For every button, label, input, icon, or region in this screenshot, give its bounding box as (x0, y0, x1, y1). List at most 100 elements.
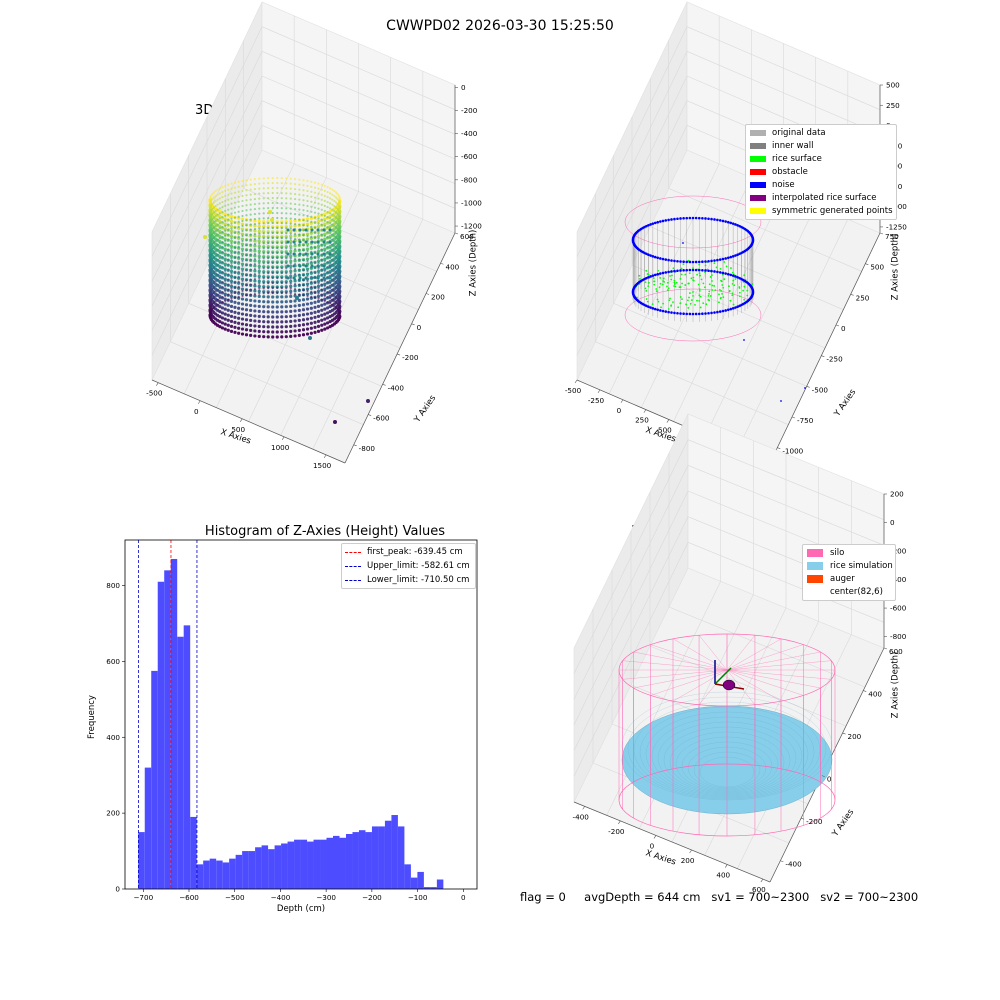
raw-point (223, 217, 227, 221)
x-tick (760, 878, 764, 883)
raw-point (240, 222, 245, 226)
raw-point (293, 324, 297, 328)
raw-point (284, 310, 288, 314)
y-tick-label: -200 (806, 817, 823, 826)
raw-point (328, 225, 332, 229)
raw-point (229, 309, 234, 313)
raw-point (237, 326, 241, 330)
raw-point (328, 295, 332, 299)
raw-point (305, 257, 310, 261)
y-tick-label: 200 (848, 732, 862, 741)
raw-point (325, 316, 330, 320)
raw-point (257, 319, 261, 323)
raw-point (271, 330, 275, 334)
raw-point (328, 270, 332, 274)
raw-point (309, 326, 313, 330)
raw-point (257, 264, 261, 268)
raw-point (262, 270, 266, 274)
raw-point (284, 325, 288, 329)
raw-point (240, 217, 245, 221)
raw-point (237, 331, 241, 335)
raw-point (297, 323, 301, 327)
x-tick (582, 806, 585, 810)
raw-point (280, 320, 284, 324)
raw-point (289, 259, 293, 263)
raw-point (323, 312, 327, 316)
raw-point (240, 292, 245, 296)
raw-point (266, 330, 270, 334)
raw-point (266, 320, 270, 324)
p4-legend: silo rice simulation auger center(82,6) (802, 544, 896, 601)
raw-point (249, 313, 253, 317)
auger (722, 679, 736, 691)
raw-point (220, 306, 225, 310)
x-tick-label: -200 (608, 827, 625, 836)
raw-point (253, 229, 257, 233)
raw-point (240, 332, 245, 336)
sim-legend-swatch (807, 562, 823, 570)
raw-point (253, 244, 257, 248)
raw-point (301, 298, 306, 302)
raw-point (233, 325, 237, 329)
raw-point (229, 294, 234, 298)
raw-point (323, 282, 327, 286)
raw-point (244, 323, 249, 327)
raw-point (262, 250, 266, 254)
raw-point (297, 308, 301, 312)
raw-point (280, 330, 284, 334)
raw-point (289, 229, 293, 233)
raw-point (240, 257, 245, 261)
raw-point (229, 304, 234, 308)
raw-point (293, 334, 297, 338)
raw-point (289, 294, 293, 298)
raw-point (240, 322, 245, 326)
raw-point (220, 316, 225, 320)
raw-point (253, 319, 257, 323)
raw-point (301, 328, 306, 332)
raw-point (262, 255, 266, 259)
y-tick (800, 817, 805, 820)
raw-point (240, 297, 245, 301)
raw-point (240, 247, 245, 251)
raw-point (316, 329, 321, 333)
raw-point (309, 321, 313, 325)
sim-legend-swatch (807, 575, 823, 583)
raw-point (229, 284, 234, 288)
raw-point (293, 299, 297, 303)
raw-point (229, 214, 234, 218)
footer-sv2: sv2 = 700~2300 (820, 890, 919, 904)
raw-point (220, 311, 225, 315)
raw-point (253, 239, 257, 243)
raw-point (237, 311, 241, 315)
raw-point (316, 299, 321, 303)
raw-point (316, 309, 321, 313)
raw-point (280, 305, 284, 309)
sim-legend-label: auger (830, 574, 855, 584)
sim-legend-item: silo (807, 547, 844, 559)
raw-point (293, 224, 297, 228)
raw-point (229, 254, 234, 258)
raw-point (253, 219, 257, 223)
raw-point (284, 315, 288, 319)
raw-point (328, 235, 332, 239)
raw-point (229, 299, 234, 303)
raw-point (316, 234, 321, 238)
raw-point (249, 298, 253, 302)
raw-point (284, 320, 288, 324)
raw-point (284, 255, 288, 259)
raw-point (257, 254, 261, 258)
raw-point (257, 289, 261, 293)
raw-point (284, 335, 288, 339)
raw-point (262, 240, 266, 244)
raw-point (289, 234, 293, 238)
sim-legend-item: rice simulation (807, 560, 893, 572)
raw-point (289, 249, 293, 253)
raw-point (271, 300, 275, 304)
raw-point (223, 227, 227, 231)
z-tick-label: -800 (890, 632, 907, 641)
raw-point (229, 289, 234, 293)
raw-point (249, 333, 253, 337)
raw-point (257, 304, 261, 308)
raw-point (262, 275, 266, 279)
